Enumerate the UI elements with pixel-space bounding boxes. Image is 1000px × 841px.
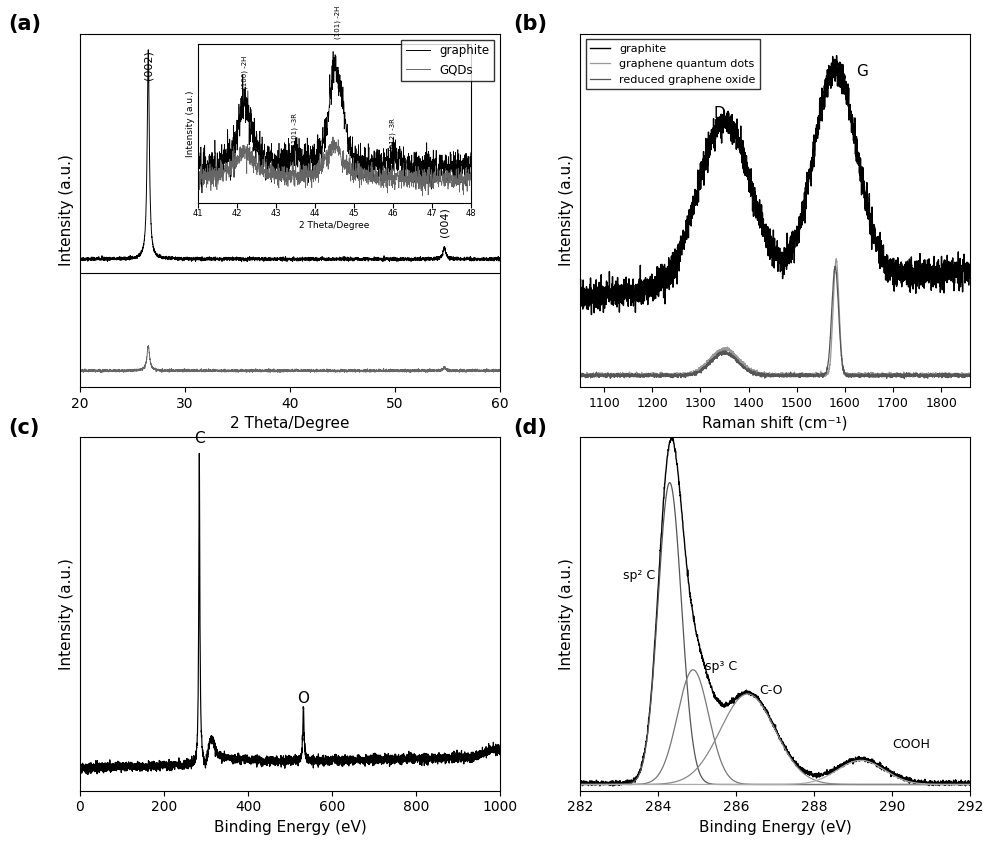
graphite xyxy=(251,255,263,265)
reduced graphene oxide xyxy=(618,369,630,379)
GQDs xyxy=(379,366,391,376)
graphite xyxy=(274,253,286,263)
Text: (d): (d) xyxy=(514,418,548,438)
Legend: graphite, graphene quantum dots, reduced graphene oxide: graphite, graphene quantum dots, reduced… xyxy=(586,40,760,89)
Legend: graphite, GQDs: graphite, GQDs xyxy=(401,40,494,81)
graphite xyxy=(619,287,631,297)
Line: graphite: graphite xyxy=(80,50,500,262)
graphite xyxy=(481,256,493,266)
graphite xyxy=(574,299,586,309)
Y-axis label: Intensity (a.u.): Intensity (a.u.) xyxy=(59,558,74,670)
graphite xyxy=(957,287,969,297)
graphene quantum dots xyxy=(618,370,630,380)
reduced graphene oxide xyxy=(740,364,752,374)
GQDs xyxy=(75,368,87,378)
graphene quantum dots xyxy=(574,370,586,380)
Text: D: D xyxy=(714,106,726,121)
Text: O: O xyxy=(297,691,309,706)
Text: (b): (b) xyxy=(514,14,548,34)
graphene quantum dots xyxy=(922,373,934,383)
graphite xyxy=(915,280,927,290)
Y-axis label: Intensity (a.u.): Intensity (a.u.) xyxy=(559,558,574,670)
GQDs xyxy=(274,366,286,376)
Text: sp² C: sp² C xyxy=(623,569,655,582)
Y-axis label: Intensity (a.u.): Intensity (a.u.) xyxy=(59,154,74,267)
reduced graphene oxide xyxy=(642,371,654,381)
graphite xyxy=(460,254,472,264)
graphite xyxy=(964,265,976,275)
graphene quantum dots xyxy=(964,371,976,381)
Text: (c): (c) xyxy=(9,418,40,438)
graphite xyxy=(724,121,736,131)
graphite xyxy=(379,255,391,265)
graphite xyxy=(585,309,597,320)
Line: graphite: graphite xyxy=(580,56,970,315)
X-axis label: 2 Theta/Degree: 2 Theta/Degree xyxy=(230,416,350,431)
Text: (004): (004) xyxy=(439,208,449,237)
graphite xyxy=(831,50,843,61)
graphite xyxy=(142,45,154,55)
GQDs xyxy=(254,365,266,375)
graphite xyxy=(102,257,114,267)
GQDs xyxy=(481,366,493,376)
GQDs xyxy=(460,366,472,376)
graphene quantum dots xyxy=(957,369,969,379)
reduced graphene oxide xyxy=(964,369,976,379)
X-axis label: Raman shift (cm⁻¹): Raman shift (cm⁻¹) xyxy=(702,415,848,430)
Text: (a): (a) xyxy=(9,14,42,34)
Y-axis label: Intensity (a.u.): Intensity (a.u.) xyxy=(559,154,574,267)
Text: C-O: C-O xyxy=(759,684,783,697)
Text: COOH: COOH xyxy=(892,738,930,751)
graphite xyxy=(642,299,654,309)
Text: C: C xyxy=(194,431,205,446)
X-axis label: Binding Energy (eV): Binding Energy (eV) xyxy=(214,820,366,835)
reduced graphene oxide xyxy=(829,261,841,271)
X-axis label: Binding Energy (eV): Binding Energy (eV) xyxy=(699,820,851,835)
reduced graphene oxide xyxy=(915,370,927,380)
Line: graphene quantum dots: graphene quantum dots xyxy=(580,259,970,378)
graphite xyxy=(741,171,753,181)
Line: GQDs: GQDs xyxy=(80,346,500,373)
graphite xyxy=(74,253,86,263)
graphite xyxy=(494,254,506,264)
graphene quantum dots xyxy=(740,364,752,374)
graphene quantum dots xyxy=(830,254,842,264)
Text: G: G xyxy=(856,64,868,79)
Text: sp³ C: sp³ C xyxy=(705,660,737,673)
GQDs xyxy=(251,366,263,376)
graphene quantum dots xyxy=(724,346,736,356)
GQDs xyxy=(142,341,154,351)
graphene quantum dots xyxy=(642,370,654,380)
Line: reduced graphene oxide: reduced graphene oxide xyxy=(580,266,970,378)
reduced graphene oxide xyxy=(957,369,969,379)
reduced graphene oxide xyxy=(574,370,586,380)
reduced graphene oxide xyxy=(898,373,910,383)
graphite xyxy=(254,255,266,265)
GQDs xyxy=(74,366,86,376)
graphene quantum dots xyxy=(914,370,926,380)
Text: (002): (002) xyxy=(143,50,153,80)
reduced graphene oxide xyxy=(724,350,736,360)
GQDs xyxy=(494,364,506,374)
